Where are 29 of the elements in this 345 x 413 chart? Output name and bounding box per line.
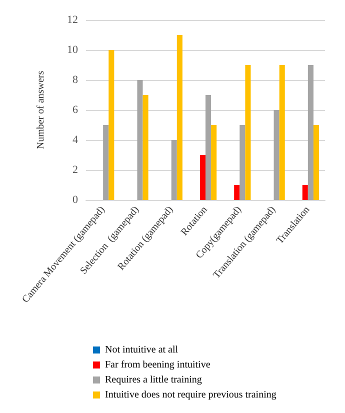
bar (200, 155, 206, 200)
y-axis-title: Number of answers (36, 70, 46, 150)
bar (279, 65, 285, 200)
bar (274, 110, 280, 200)
y-tick-label: 12 (67, 14, 78, 26)
bar (240, 125, 246, 200)
bar (206, 95, 212, 200)
y-tick-label: 6 (72, 104, 78, 116)
bar (308, 65, 314, 200)
legend-label: Far from beening intuitive (105, 360, 211, 370)
bar (176, 35, 182, 200)
bar (234, 185, 240, 200)
legend-label: Not intuitive at all (105, 344, 178, 356)
bar (142, 95, 148, 200)
legend-label: Intuitive does not require previous training (105, 390, 276, 400)
y-tick-label: 8 (72, 74, 78, 86)
legend-label: Requires a little training (105, 374, 202, 386)
y-tick-label: 0 (72, 194, 78, 206)
bar (103, 125, 109, 200)
y-tick-label: 4 (72, 134, 78, 146)
y-tick-label: 10 (67, 44, 78, 56)
bar (245, 65, 251, 200)
bar (137, 80, 143, 200)
bar (211, 125, 217, 200)
bar (108, 50, 114, 200)
bar (302, 185, 308, 200)
y-tick-label: 2 (72, 164, 78, 176)
bar (313, 125, 320, 200)
bar (171, 140, 177, 200)
